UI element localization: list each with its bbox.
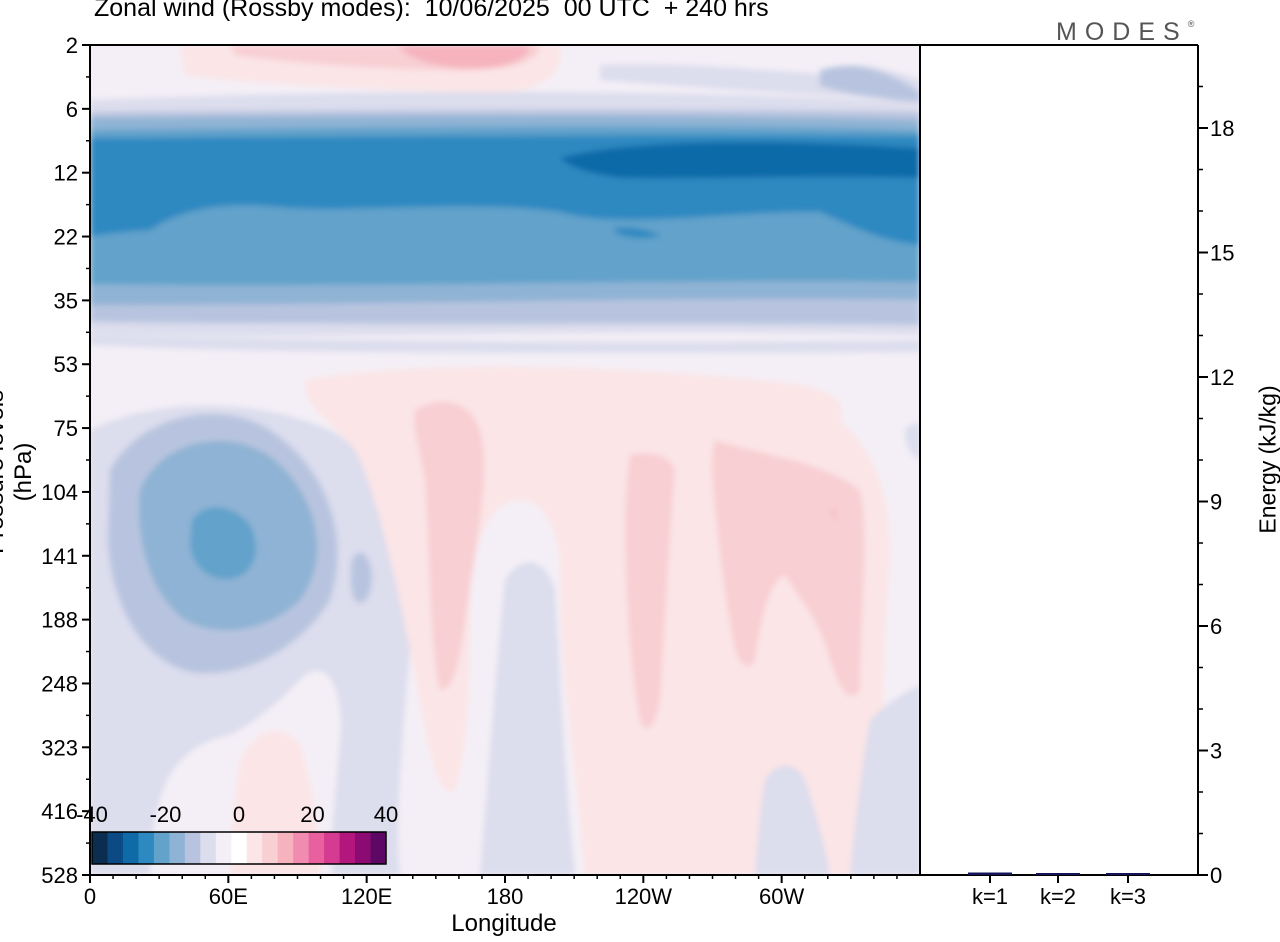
colorbar-swatch (153, 832, 170, 864)
colorbar-swatch (184, 832, 201, 864)
bar-category-label: k=2 (1040, 884, 1076, 909)
colorbar-swatch (169, 832, 186, 864)
energy-tick-label: 12 (1210, 365, 1234, 390)
y-tick-label: 248 (41, 671, 78, 696)
y-tick-label: 323 (41, 735, 78, 760)
colorbar-swatch (122, 832, 139, 864)
y-tick-label: 35 (54, 288, 78, 313)
x-tick-label: 180 (487, 884, 524, 909)
x-tick-label: 0 (84, 884, 96, 909)
logo-text: MODES (1056, 18, 1188, 46)
energy-tick-label: 0 (1210, 863, 1222, 888)
colorbar-swatch (277, 832, 294, 864)
colorbar-swatch (293, 832, 310, 864)
y-tick-label: 141 (41, 544, 78, 569)
y-tick-label: 104 (41, 480, 78, 505)
y-tick-label: 22 (54, 225, 78, 250)
modes-logo: MODES® (1056, 18, 1194, 47)
energy-tick-label: 6 (1210, 614, 1222, 639)
bar-category-label: k=1 (972, 884, 1008, 909)
chart-title: Zonal wind (Rossby modes): 10/06/2025 00… (94, 0, 769, 22)
colorbar-swatch (308, 832, 325, 864)
bar-category-label: k=3 (1110, 884, 1146, 909)
contour-field (90, 45, 920, 875)
colorbar-frame (91, 831, 387, 865)
energy-tick-label: 15 (1210, 241, 1234, 266)
colorbar-tick-label: -20 (150, 802, 182, 827)
registered-mark: ® (1187, 18, 1195, 29)
x-tick-label: 120W (615, 884, 673, 909)
colorbar-swatch (324, 832, 341, 864)
colorbar-swatch (215, 832, 232, 864)
energy-tick-label: 3 (1210, 739, 1222, 764)
colorbar-swatch (355, 832, 372, 864)
x-axis-label: Longitude (451, 910, 557, 937)
colorbar-swatch (246, 832, 263, 864)
y-tick-label: 188 (41, 608, 78, 633)
colorbar-swatch (92, 832, 108, 864)
y-tick-label: 53 (54, 352, 78, 377)
colorbar-swatch (138, 832, 155, 864)
colorbar-swatch (231, 832, 248, 864)
colorbar-tick-label: -40 (76, 802, 108, 827)
energy-bar (968, 872, 1012, 875)
colorbar-tick-label: 0 (233, 802, 245, 827)
colorbar-tick-label: 40 (374, 802, 398, 827)
y-tick-label: 528 (41, 863, 78, 888)
y-tick-label: 12 (54, 161, 78, 186)
colorbar-tick-label: 20 (300, 802, 324, 827)
y-tick-label: 416 (41, 799, 78, 824)
y-axis-label: Pressure levels (hPa) (0, 389, 37, 555)
energy-tick-label: 9 (1210, 490, 1222, 515)
energy-tick-label: 18 (1210, 116, 1234, 141)
y-tick-label: 6 (66, 97, 78, 122)
colorbar-swatch (262, 832, 279, 864)
energy-bar (1036, 873, 1080, 875)
colorbar-swatch (107, 832, 124, 864)
energy-axis-label: Energy (kJ/kg) (1254, 385, 1280, 534)
x-tick-label: 120E (341, 884, 392, 909)
y-tick-label: 75 (54, 416, 78, 441)
x-tick-label: 60W (759, 884, 804, 909)
x-tick-label: 60E (209, 884, 248, 909)
colorbar-swatch (200, 832, 217, 864)
colorbar-swatch (339, 832, 356, 864)
colorbar-swatch (370, 832, 387, 864)
y-tick-label: 2 (66, 33, 78, 58)
energy-bar (1106, 873, 1150, 875)
